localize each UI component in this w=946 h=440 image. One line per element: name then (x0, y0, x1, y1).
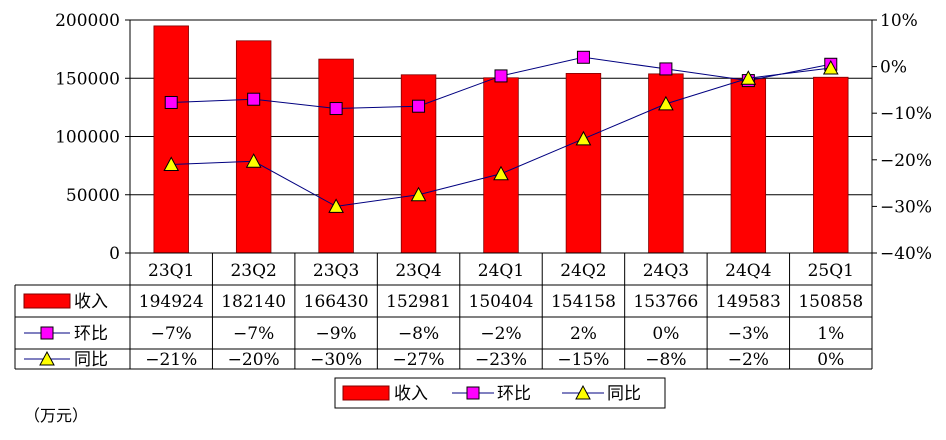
mom-marker (329, 102, 343, 116)
revenue-bar (565, 73, 602, 254)
table-cell-value: 149583 (716, 292, 781, 312)
mom-marker (412, 99, 426, 113)
category-label: 23Q2 (230, 261, 276, 281)
mom-marker (494, 69, 508, 83)
table-cell-value: 1% (817, 324, 844, 344)
table-cell-value: 150404 (469, 292, 534, 312)
revenue-bar (235, 40, 272, 254)
yoy-marker (575, 130, 592, 146)
table-cell-value: 0% (817, 350, 844, 370)
yoy-marker (245, 153, 262, 168)
right-tick-label: −40% (880, 244, 932, 264)
table-cell-value: −27% (393, 350, 445, 370)
left-tick-label: 200000 (55, 11, 120, 31)
table-cell-value: 2% (570, 324, 597, 344)
category-label: 24Q4 (725, 261, 771, 281)
right-tick-label: −30% (880, 197, 932, 217)
category-label: 24Q3 (643, 261, 689, 281)
table-cell-value: −7% (233, 324, 274, 344)
mom-marker (659, 62, 673, 76)
table-cell-value: −2% (480, 324, 521, 344)
table-cell-value: −9% (316, 324, 357, 344)
table-cell-value: 0% (652, 324, 679, 344)
yoy-marker (328, 198, 344, 213)
category-label: 24Q2 (560, 261, 606, 281)
legend-box (334, 377, 666, 409)
table-cell-value: 182140 (221, 292, 286, 312)
unit-label: （万元） (24, 406, 89, 425)
revenue-bar (153, 25, 189, 254)
table-cell-value: −20% (228, 350, 280, 370)
table-cell-value: −30% (310, 350, 362, 370)
right-tick-label: 10% (880, 11, 918, 31)
table-cell-value: −7% (151, 324, 192, 344)
revenue-bar (318, 58, 354, 254)
table-key-revenue (23, 293, 71, 309)
yoy-marker (163, 156, 180, 171)
mom-marker (247, 92, 261, 106)
legend-key-yoy-marker (575, 384, 591, 400)
category-label: 25Q1 (808, 261, 854, 281)
left-tick-label: 100000 (55, 128, 120, 148)
yoy-marker (658, 95, 674, 111)
category-label: 24Q1 (478, 261, 524, 281)
table-cell-value: −15% (557, 350, 609, 370)
category-label: 23Q3 (313, 261, 359, 281)
table-cell-value: 154158 (551, 292, 616, 312)
legend-label-mom: 环比 (497, 384, 531, 404)
table-key-yoy-marker (39, 350, 55, 366)
table-row-header: 同比 (74, 350, 108, 370)
yoy-marker (493, 165, 509, 181)
mom-marker (576, 50, 590, 64)
legend-label-yoy: 同比 (607, 384, 641, 404)
right-tick-label: −20% (880, 151, 932, 171)
yoy-marker (740, 70, 757, 85)
mom-marker (164, 95, 178, 109)
table-cell-value: 166430 (304, 292, 369, 312)
category-label: 23Q4 (395, 261, 441, 281)
right-tick-label: −10% (880, 104, 932, 124)
yoy-marker (822, 59, 839, 75)
left-tick-label: 0 (109, 244, 120, 264)
legend-label-revenue: 收入 (394, 384, 428, 404)
table-cell-value: −21% (145, 350, 197, 370)
left-tick-label: 150000 (55, 69, 120, 89)
right-tick-label: 0% (880, 58, 907, 78)
left-tick-label: 50000 (66, 186, 120, 206)
category-label: 23Q1 (148, 261, 194, 281)
table-cell-value: −8% (645, 350, 686, 370)
table-cell-value: 153766 (633, 292, 698, 312)
revenue-bar (730, 78, 767, 254)
yoy-marker (410, 186, 427, 202)
table-cell-value: −2% (728, 350, 769, 370)
table-row-header: 环比 (74, 324, 108, 344)
table-key-mom-marker (40, 326, 54, 340)
table-row-header: 收入 (74, 292, 108, 312)
legend-key-revenue (342, 385, 390, 401)
legend-key-mom-marker (466, 386, 480, 400)
revenue-bar (813, 76, 849, 254)
table-cell-value: −23% (475, 350, 527, 370)
table-cell-value: 152981 (386, 292, 451, 312)
table-cell-value: 150858 (798, 292, 863, 312)
revenue-bar (483, 77, 519, 254)
table-cell-value: 194924 (139, 292, 204, 312)
table-cell-value: −3% (728, 324, 769, 344)
table-cell-value: −8% (398, 324, 439, 344)
